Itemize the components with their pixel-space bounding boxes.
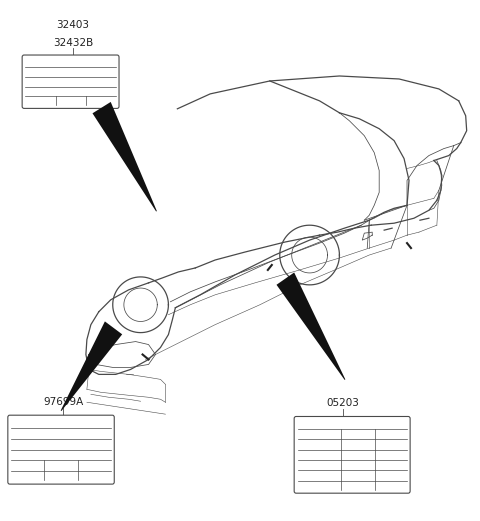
Text: 32403: 32403 <box>57 20 89 30</box>
Text: 05203: 05203 <box>326 398 359 408</box>
Polygon shape <box>276 272 345 380</box>
FancyBboxPatch shape <box>8 415 114 484</box>
Text: 97699A: 97699A <box>43 397 84 407</box>
FancyBboxPatch shape <box>294 416 410 493</box>
Polygon shape <box>60 321 122 411</box>
Text: 32432B: 32432B <box>53 38 93 48</box>
FancyBboxPatch shape <box>22 55 119 108</box>
Polygon shape <box>93 102 157 212</box>
